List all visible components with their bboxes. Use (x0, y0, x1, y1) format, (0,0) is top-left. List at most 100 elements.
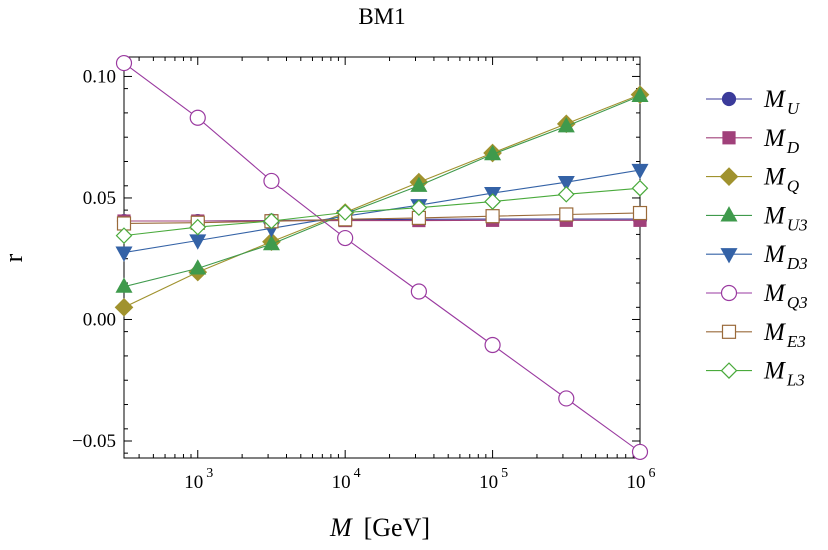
x-tick-exponent: 4 (354, 466, 361, 481)
legend-label-main: M (763, 202, 786, 229)
legend-swatch-marker (720, 284, 738, 302)
data-point (189, 259, 207, 275)
legend-label-main: M (763, 241, 786, 268)
data-point (410, 176, 428, 192)
series-m-l3 (115, 179, 649, 244)
data-point (484, 144, 502, 161)
legend-label-subscript: U3 (787, 215, 808, 234)
x-tick-base: 10 (627, 472, 646, 493)
data-point (559, 207, 574, 222)
legend-item: M Q3 (706, 280, 808, 312)
legend-label-main: M (763, 164, 786, 191)
data-point (631, 179, 649, 197)
series-line (123, 95, 641, 288)
legend-swatch-marker (721, 324, 737, 339)
series-line (124, 219, 640, 222)
legend-swatch-marker (720, 362, 738, 379)
data-point (115, 227, 133, 244)
legend-label-subscript: D (786, 138, 800, 157)
series-line (123, 187, 641, 237)
data-point (189, 218, 207, 236)
y-tick-label: 0.05 (83, 188, 116, 209)
series-line (123, 94, 641, 308)
data-point (115, 277, 133, 293)
legend-item: M D3 (706, 241, 808, 273)
x-axis-variable: M (329, 513, 353, 542)
data-point (558, 390, 575, 407)
data-point (336, 204, 354, 221)
data-point (631, 86, 649, 102)
data-point (262, 234, 280, 251)
chart-title: BM1 (358, 4, 405, 29)
data-point (484, 336, 501, 354)
data-point (484, 193, 501, 210)
data-point (557, 185, 575, 203)
series-line (123, 212, 641, 225)
data-point (557, 117, 575, 133)
legend-swatch-marker (721, 91, 737, 107)
y-tick-label: −0.05 (72, 431, 116, 452)
data-point (263, 212, 280, 230)
legend-label-subscript: Q (787, 177, 799, 196)
legend-label: M Q3 (763, 280, 808, 312)
data-point (631, 163, 649, 180)
y-axis-label: r (0, 253, 28, 262)
legend-label-main: M (763, 86, 786, 113)
legend-label: M E3 (763, 319, 806, 351)
x-tick-base: 10 (184, 472, 203, 493)
legend-item: M E3 (706, 319, 806, 351)
legend-swatch-marker (719, 167, 739, 186)
series-m-q3 (115, 54, 649, 461)
legend: M UM DM QM U3M D3M Q3M E3M L3 (706, 86, 808, 390)
x-tick-label: 10 3 (184, 466, 213, 493)
y-tick-label: 0.00 (83, 309, 116, 330)
x-tick-base: 10 (479, 472, 498, 493)
x-tick-label: 10 4 (332, 466, 361, 493)
data-point (557, 176, 575, 192)
data-point (263, 172, 280, 190)
data-point (485, 209, 500, 224)
data-point (410, 283, 427, 300)
legend-swatch-marker (720, 248, 738, 264)
x-tick-exponent: 6 (649, 466, 656, 481)
x-tick-exponent: 5 (501, 466, 508, 481)
data-point (337, 229, 354, 247)
data-point (410, 199, 428, 217)
series-line (123, 169, 641, 254)
y-tick-label: 0.10 (83, 66, 116, 87)
legend-label: M D3 (763, 241, 808, 273)
legend-label-main: M (763, 280, 786, 307)
x-tick-label: 10 5 (479, 466, 508, 493)
x-tick-base: 10 (332, 472, 351, 493)
legend-label-subscript: L3 (786, 371, 805, 390)
data-point (189, 109, 206, 126)
legend-item: M L3 (706, 358, 805, 390)
data-point (632, 205, 648, 221)
legend-label-main: M (763, 319, 786, 346)
legend-label-main: M (763, 125, 786, 152)
series-line (123, 62, 641, 453)
legend-swatch-marker (720, 206, 738, 222)
x-tick-label: 10 6 (627, 466, 656, 493)
legend-label-subscript: E3 (786, 332, 806, 351)
legend-label-subscript: U (787, 99, 801, 118)
legend-label-main: M (763, 358, 786, 385)
legend-label: M U3 (763, 202, 808, 234)
legend-swatch-marker (722, 131, 736, 145)
x-axis-unit: [GeV] (364, 513, 430, 542)
legend-label-subscript: D3 (786, 254, 808, 273)
x-axis-label: M [GeV] (329, 513, 430, 542)
series-layer (114, 54, 650, 461)
legend-label: M L3 (763, 358, 805, 390)
data-point (114, 297, 134, 317)
x-tick-exponent: 3 (206, 466, 213, 481)
legend-label-subscript: Q3 (787, 293, 808, 312)
